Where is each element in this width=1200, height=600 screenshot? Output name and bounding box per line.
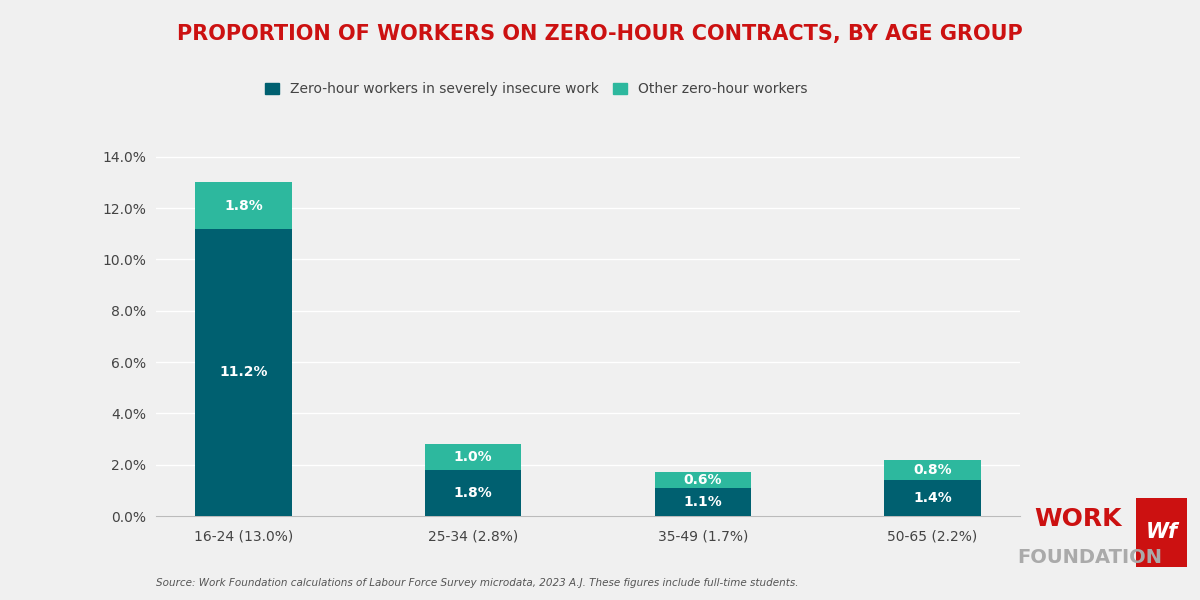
Text: 0.6%: 0.6%: [684, 473, 722, 487]
Text: WORK: WORK: [1034, 507, 1122, 531]
Text: 1.1%: 1.1%: [684, 495, 722, 509]
Bar: [655, 472, 751, 488]
Text: 1.4%: 1.4%: [913, 491, 952, 505]
Bar: [425, 470, 521, 516]
Text: 1.0%: 1.0%: [454, 450, 492, 464]
Bar: [196, 229, 292, 516]
Text: 1.8%: 1.8%: [454, 486, 492, 500]
Bar: [196, 182, 292, 229]
Bar: [884, 460, 980, 480]
Text: 11.2%: 11.2%: [220, 365, 268, 379]
Text: PROPORTION OF WORKERS ON ZERO-HOUR CONTRACTS, BY AGE GROUP: PROPORTION OF WORKERS ON ZERO-HOUR CONTR…: [178, 24, 1022, 44]
Text: 1.8%: 1.8%: [224, 199, 263, 212]
Legend: Zero-hour workers in severely insecure work, Other zero-hour workers: Zero-hour workers in severely insecure w…: [259, 77, 812, 101]
Bar: [425, 444, 521, 470]
Text: Source: Work Foundation calculations of Labour Force Survey microdata, 2023 A.J.: Source: Work Foundation calculations of …: [156, 578, 798, 588]
Text: FOUNDATION: FOUNDATION: [1018, 548, 1163, 567]
Text: Wf: Wf: [1146, 523, 1177, 542]
Text: 0.8%: 0.8%: [913, 463, 952, 477]
Bar: [655, 488, 751, 516]
Bar: [884, 480, 980, 516]
